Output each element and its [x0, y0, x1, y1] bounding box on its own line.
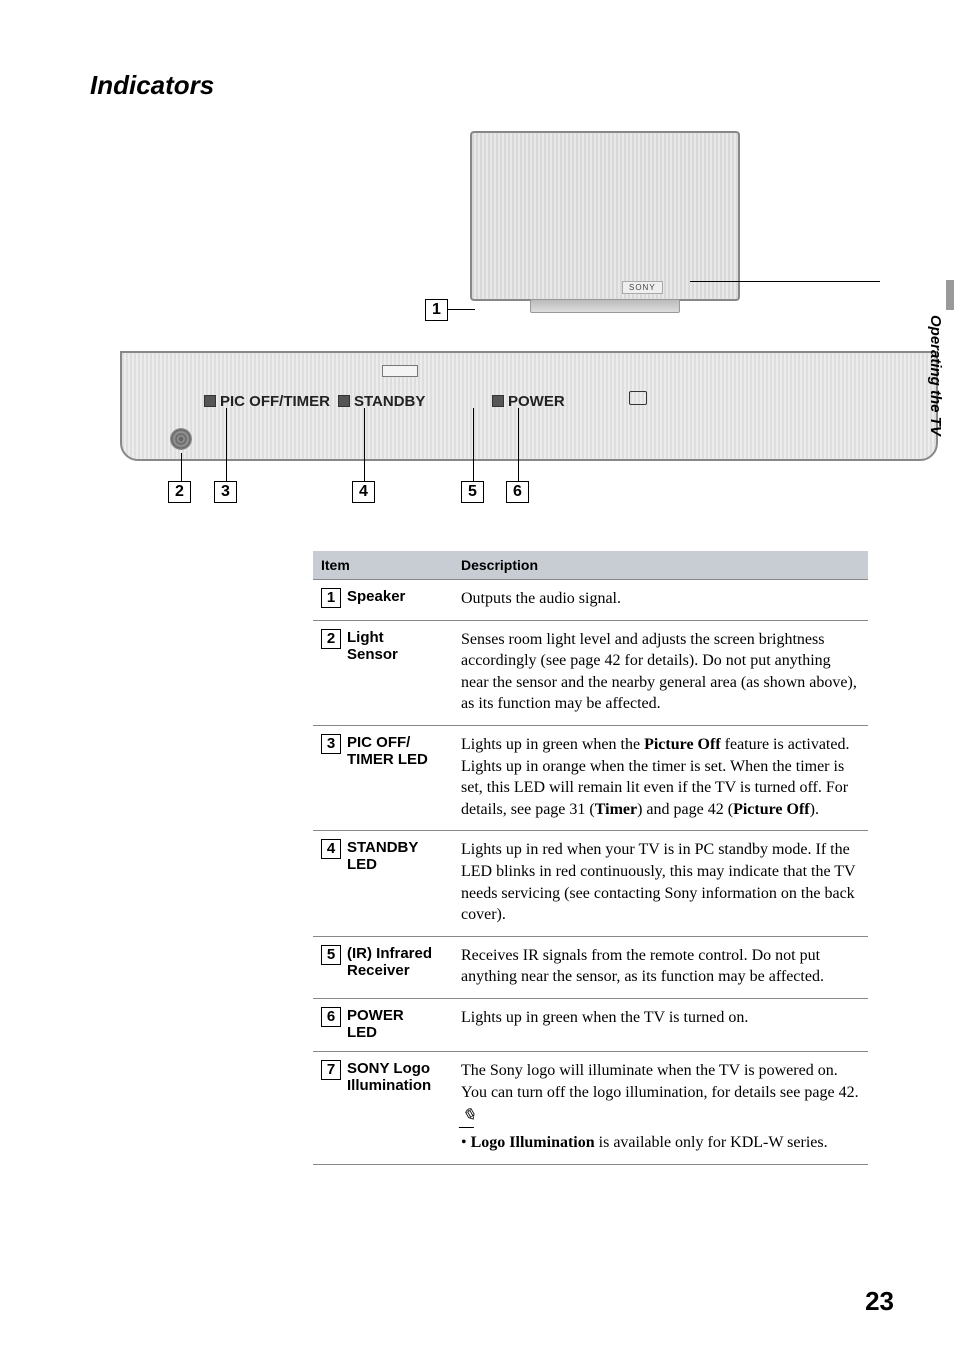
item-cell: 1Speaker — [313, 580, 453, 621]
callout-1: 1 — [425, 299, 448, 321]
label-standby: STANDBY — [338, 393, 425, 410]
page-number: 23 — [865, 1286, 894, 1317]
section-tab: Operating the TV — [924, 280, 954, 450]
callout-2: 2 — [168, 481, 191, 503]
front-panel-diagram: PIC OFF/TIMER STANDBY POWER 2 3 4 5 6 — [90, 351, 894, 531]
item-cell: 5(IR) InfraredReceiver — [313, 936, 453, 998]
desc-cell: Outputs the audio signal. — [453, 580, 868, 621]
table-row: 4STANDBYLEDLights up in red when your TV… — [313, 831, 868, 936]
desc-cell: Senses room light level and adjusts the … — [453, 620, 868, 725]
table-row: 1SpeakerOutputs the audio signal. — [313, 580, 868, 621]
section-tab-marker — [946, 280, 954, 310]
callout-line — [226, 408, 227, 483]
sony-badge: SONY — [622, 281, 663, 294]
table-row: 3PIC OFF/TIMER LEDLights up in green whe… — [313, 725, 868, 830]
table-row: 7SONY LogoIlluminationThe Sony logo will… — [313, 1051, 868, 1164]
desc-cell: Lights up in red when your TV is in PC s… — [453, 831, 868, 936]
callout-line — [473, 408, 474, 483]
callout-3: 3 — [214, 481, 237, 503]
tv-diagram: SONY 1 7 — [430, 131, 890, 341]
label-text: POWER — [508, 393, 565, 410]
label-text: PIC OFF/TIMER — [220, 393, 330, 410]
item-cell: 7SONY LogoIllumination — [313, 1051, 453, 1164]
led-icon — [204, 395, 216, 407]
callout-line — [364, 408, 365, 483]
indicators-table: Item Description 1SpeakerOutputs the aud… — [313, 551, 868, 1165]
callout-6: 6 — [506, 481, 529, 503]
item-cell: 6POWERLED — [313, 998, 453, 1051]
item-cell: 4STANDBYLED — [313, 831, 453, 936]
desc-cell: Receives IR signals from the remote cont… — [453, 936, 868, 998]
tv-body: SONY — [470, 131, 740, 301]
remote-receiver-icon — [629, 391, 647, 405]
led-icon — [492, 395, 504, 407]
tv-stand — [530, 299, 680, 313]
table-row: 5(IR) InfraredReceiverReceives IR signal… — [313, 936, 868, 998]
section-tab-label: Operating the TV — [927, 315, 944, 436]
callout-line — [518, 408, 519, 483]
col-desc-header: Description — [453, 551, 868, 580]
led-icon — [338, 395, 350, 407]
item-cell: 3PIC OFF/TIMER LED — [313, 725, 453, 830]
callout-line — [690, 281, 880, 282]
label-power: POWER — [492, 393, 565, 410]
callout-line — [445, 309, 475, 310]
page-title: Indicators — [90, 70, 894, 101]
light-sensor-icon — [170, 428, 192, 450]
panel-slot-icon — [382, 365, 418, 377]
desc-cell: Lights up in green when the Picture Off … — [453, 725, 868, 830]
callout-line — [181, 453, 182, 483]
front-panel: PIC OFF/TIMER STANDBY POWER — [120, 351, 938, 461]
callout-5: 5 — [461, 481, 484, 503]
callout-4: 4 — [352, 481, 375, 503]
desc-cell: Lights up in green when the TV is turned… — [453, 998, 868, 1051]
desc-cell: The Sony logo will illuminate when the T… — [453, 1051, 868, 1164]
item-cell: 2LightSensor — [313, 620, 453, 725]
table-row: 2LightSensorSenses room light level and … — [313, 620, 868, 725]
table-row: 6POWERLEDLights up in green when the TV … — [313, 998, 868, 1051]
col-item-header: Item — [313, 551, 453, 580]
label-pic-off-timer: PIC OFF/TIMER — [204, 393, 330, 410]
